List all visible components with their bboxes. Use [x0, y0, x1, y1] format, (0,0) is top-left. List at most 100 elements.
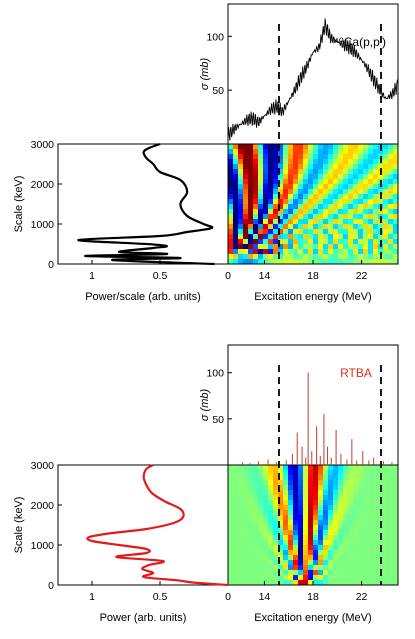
rtba-heatmap-cell: [393, 485, 399, 491]
rtba-heatmap-cell: [268, 520, 274, 526]
exp-heatmap-cell: [278, 184, 284, 190]
rtba-heatmap-cell: [283, 475, 289, 481]
rtba-heatmap-cell: [333, 470, 339, 476]
exp-heatmap-cell: [368, 144, 374, 150]
exp-heatmap-cell: [248, 234, 254, 240]
rtba-heatmap-cell: [313, 565, 319, 571]
rtba-heatmap-cell: [298, 550, 304, 556]
exp-heatmap-cell: [298, 149, 304, 155]
rtba-heatmap-cell: [228, 560, 234, 566]
exp-heatmap-cell: [358, 189, 364, 195]
rtba-heatmap-cell: [298, 465, 304, 471]
exp-heatmap-cell: [338, 144, 344, 150]
rtba-heatmap-cell: [283, 535, 289, 541]
exp-energy-tick-label: 18: [307, 270, 319, 282]
rtba-heatmap-cell: [303, 565, 309, 571]
rtba-heatmap-cell: [238, 490, 244, 496]
rtba-heatmap-cell: [343, 575, 349, 581]
exp-heatmap-cell: [338, 184, 344, 190]
rtba-heatmap-cell: [378, 540, 384, 546]
rtba-heatmap-cell: [268, 530, 274, 536]
exp-heatmap-cell: [273, 204, 279, 210]
rtba-heatmap-cell: [348, 485, 354, 491]
exp-heatmap-cell: [248, 144, 254, 150]
exp-heatmap-cell: [253, 229, 259, 235]
exp-heatmap-cell: [303, 214, 309, 220]
rtba-heatmap-cell: [343, 565, 349, 571]
exp-heatmap-cell: [263, 194, 269, 200]
exp-heatmap-cell: [293, 234, 299, 240]
exp-heatmap-cell: [318, 144, 324, 150]
exp-heatmap-cell: [258, 229, 264, 235]
exp-heatmap-cell: [248, 209, 254, 215]
rtba-heatmap-cell: [323, 545, 329, 551]
rtba-heatmap-cell: [248, 480, 254, 486]
rtba-heatmap-cell: [258, 555, 264, 561]
exp-heatmap-cell: [393, 199, 399, 205]
rtba-heatmap-cell: [318, 485, 324, 491]
exp-heatmap-cell: [358, 154, 364, 160]
rtba-heatmap-cell: [388, 470, 394, 476]
rtba-heatmap-cell: [293, 555, 299, 561]
exp-heatmap-cell: [358, 169, 364, 175]
rtba-heatmap-cell: [278, 520, 284, 526]
rtba-heatmap-cell: [263, 555, 269, 561]
exp-heatmap-cell: [238, 204, 244, 210]
rtba-heatmap-cell: [348, 490, 354, 496]
rtba-heatmap-cell: [353, 580, 359, 586]
rtba-heatmap-cell: [358, 500, 364, 506]
rtba-heatmap-cell: [293, 565, 299, 571]
exp-heatmap-cell: [228, 234, 234, 240]
rtba-heatmap-cell: [258, 550, 264, 556]
rtba-heatmap-cell: [313, 470, 319, 476]
rtba-heatmap-cell: [248, 520, 254, 526]
rtba-heatmap-cell: [363, 520, 369, 526]
rtba-heatmap-cell: [283, 545, 289, 551]
rtba-heatmap-cell: [278, 490, 284, 496]
exp-heatmap-cell: [328, 179, 334, 185]
rtba-heatmap-cell: [393, 555, 399, 561]
exp-heatmap-cell: [293, 189, 299, 195]
rtba-heatmap-cell: [368, 550, 374, 556]
exp-heatmap-cell: [353, 169, 359, 175]
rtba-heatmap-cell: [243, 515, 249, 521]
rtba-energy-tick-label: 18: [307, 591, 319, 603]
rtba-heatmap-cell: [323, 470, 329, 476]
exp-heatmap-cell: [263, 254, 269, 260]
exp-heatmap-cell: [243, 164, 249, 170]
exp-heatmap-cell: [268, 214, 274, 220]
exp-heatmap-cell: [373, 184, 379, 190]
rtba-heatmap-cell: [273, 470, 279, 476]
exp-heatmap-cell: [303, 249, 309, 255]
rtba-heatmap-cell: [363, 570, 369, 576]
exp-heatmap-cell: [383, 234, 389, 240]
rtba-heatmap-cell: [323, 510, 329, 516]
rtba-heatmap-cell: [258, 565, 264, 571]
exp-heatmap-cell: [278, 179, 284, 185]
rtba-heatmap-cell: [338, 555, 344, 561]
exp-heatmap-cell: [283, 174, 289, 180]
exp-heatmap-cell: [303, 169, 309, 175]
rtba-heatmap-cell: [328, 575, 334, 581]
exp-heatmap-cell: [328, 149, 334, 155]
exp-heatmap-cell: [368, 179, 374, 185]
rtba-heatmap-cell: [343, 520, 349, 526]
rtba-heatmap-cell: [363, 510, 369, 516]
exp-heatmap-cell: [263, 169, 269, 175]
rtba-heatmap-cell: [293, 575, 299, 581]
rtba-heatmap-cell: [373, 575, 379, 581]
rtba-heatmap-cell: [303, 555, 309, 561]
rtba-heatmap-cell: [258, 575, 264, 581]
exp-heatmap-cell: [263, 159, 269, 165]
rtba-heatmap-cell: [313, 530, 319, 536]
exp-heatmap-cell: [338, 249, 344, 255]
rtba-heatmap-cell: [388, 570, 394, 576]
exp-heatmap-cell: [298, 254, 304, 260]
rtba-heatmap-cell: [388, 550, 394, 556]
rtba-heatmap-cell: [383, 555, 389, 561]
exp-heatmap-cell: [333, 224, 339, 230]
exp-heatmap-cell: [383, 209, 389, 215]
exp-heatmap-cell: [243, 154, 249, 160]
exp-heatmap-cell: [358, 184, 364, 190]
exp-heatmap-cell: [358, 159, 364, 165]
